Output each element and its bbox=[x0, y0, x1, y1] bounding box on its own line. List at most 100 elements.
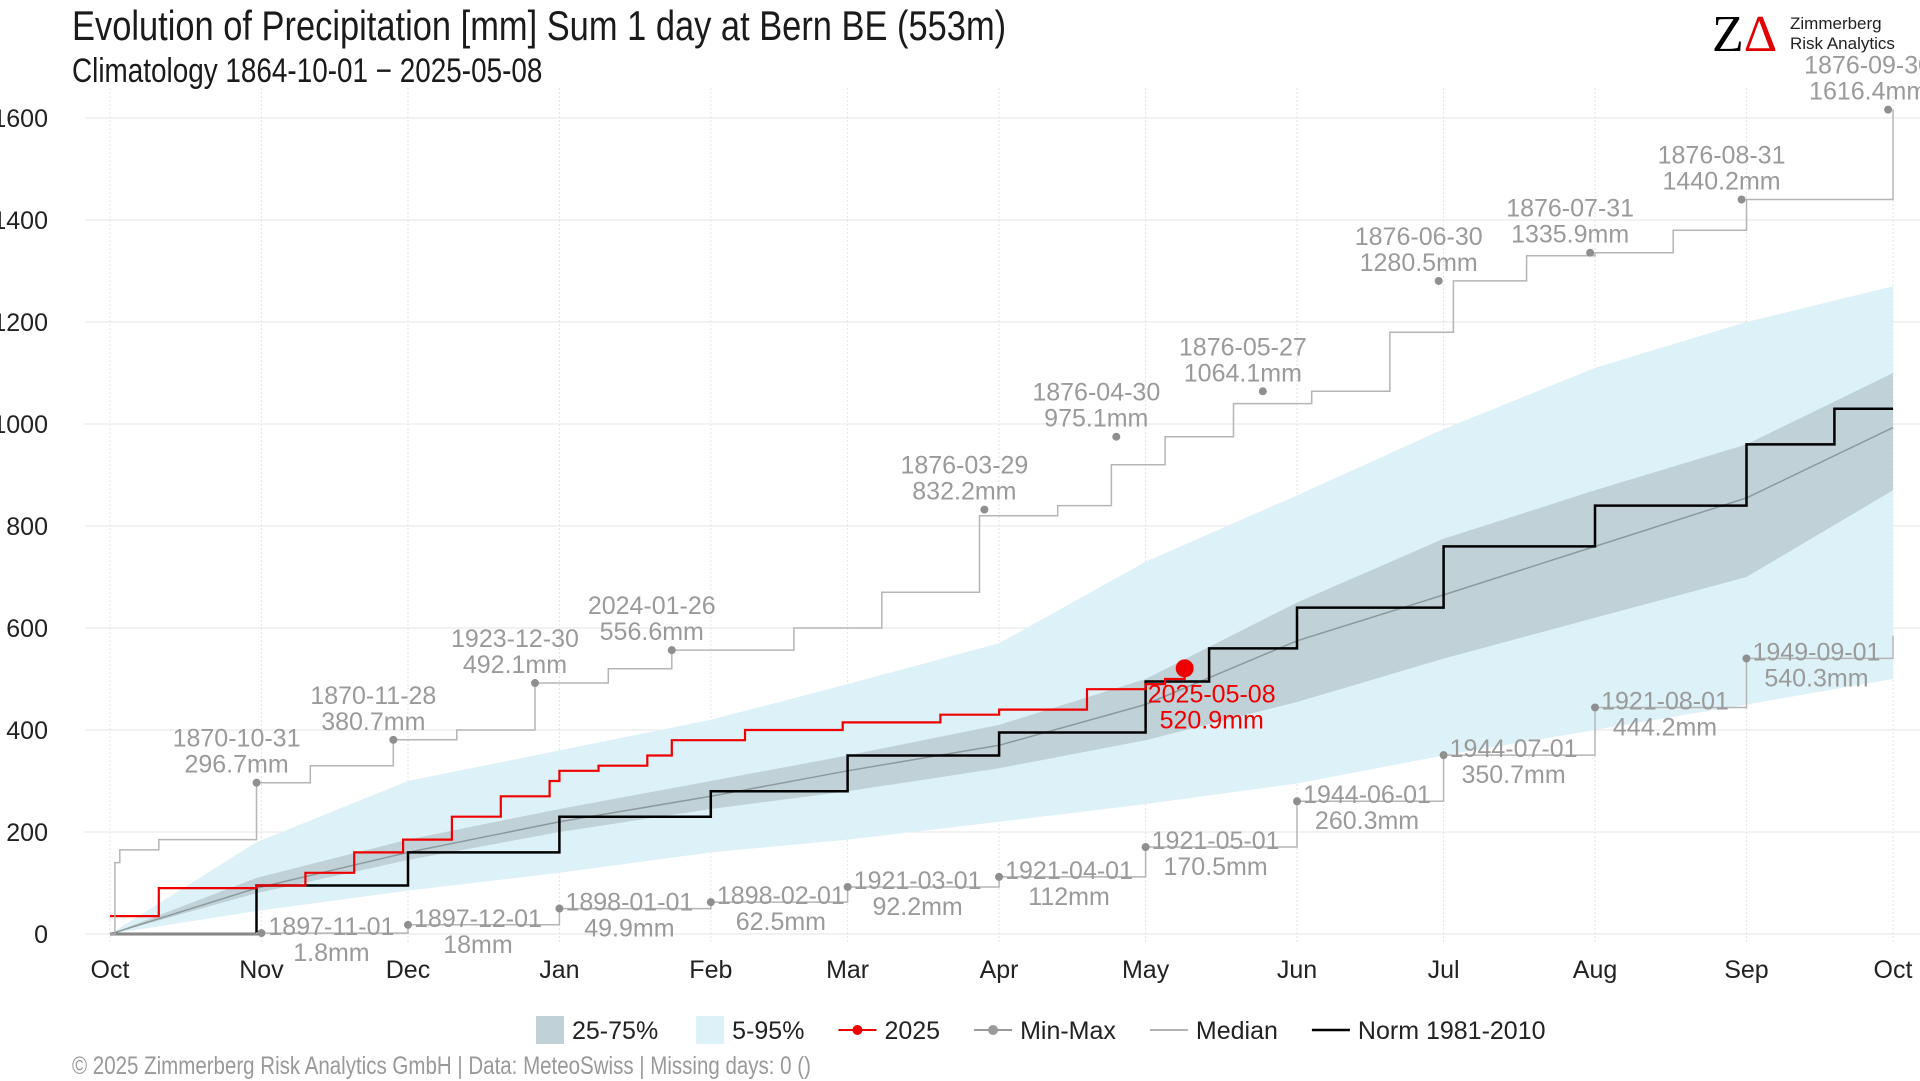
min-annotation-date: 1898-02-01 bbox=[717, 882, 845, 910]
min-point bbox=[403, 920, 412, 929]
legend-item-median: Median bbox=[1149, 1017, 1278, 1045]
max-annotation-value: 1616.4mm bbox=[1809, 78, 1920, 106]
legend-swatch bbox=[696, 1016, 725, 1044]
series-line-norm-1981-2010 bbox=[110, 407, 1893, 936]
min-annotation-value: 540.3mm bbox=[1764, 664, 1868, 692]
max-annotation-value: 1440.2mm bbox=[1663, 167, 1781, 195]
max-point bbox=[1884, 105, 1893, 114]
max-point bbox=[980, 505, 989, 514]
x-tick-label: Jan bbox=[539, 956, 579, 984]
max-annotation-date: 1876-07-31 bbox=[1506, 195, 1634, 223]
y-tick-label: 1400 bbox=[0, 207, 48, 235]
legend-item-norm-1981-2010: Norm 1981-2010 bbox=[1311, 1017, 1546, 1045]
min-annotation-value: 62.5mm bbox=[736, 908, 826, 936]
max-annotation-value: 556.6mm bbox=[600, 618, 704, 646]
chart-title: Evolution of Precipitation [mm] Sum 1 da… bbox=[72, 2, 1007, 49]
y-tick-label: 1000 bbox=[0, 411, 48, 439]
min-annotation-date: 1897-11-01 bbox=[268, 913, 394, 941]
min-annotation-date: 1898-01-01 bbox=[565, 889, 693, 917]
max-annotation-date: 1870-11-28 bbox=[310, 682, 436, 710]
min-annotation-date: 1949-09-01 bbox=[1753, 638, 1881, 666]
max-annotation-value: 975.1mm bbox=[1044, 405, 1148, 433]
legend-label: 25-75% bbox=[572, 1017, 658, 1045]
annotation-points bbox=[252, 105, 1893, 938]
min-annotation-date: 1944-06-01 bbox=[1303, 781, 1431, 809]
max-point bbox=[1586, 248, 1595, 257]
legend-swatch-dot bbox=[852, 1025, 863, 1035]
min-annotation-value: 444.2mm bbox=[1613, 713, 1717, 741]
min-annotation-date: 1921-03-01 bbox=[854, 867, 982, 895]
min-annotation-value: 1.8mm bbox=[293, 939, 369, 967]
x-tick-label: Dec bbox=[386, 956, 430, 984]
max-point bbox=[1112, 432, 1121, 441]
legend-swatch bbox=[536, 1016, 564, 1044]
max-point bbox=[1737, 195, 1746, 204]
max-annotation-value: 492.1mm bbox=[463, 651, 567, 679]
min-annotation-date: 1897-12-01 bbox=[414, 905, 542, 933]
min-point bbox=[1439, 751, 1448, 760]
legend-label: 2025 bbox=[884, 1017, 940, 1045]
legend: 25-75% 5-95% 2025 Min-Max Median Norm 1981-20… bbox=[536, 1016, 1546, 1045]
max-point bbox=[1434, 276, 1443, 285]
max-annotation-value: 832.2mm bbox=[912, 478, 1016, 506]
min-annotation-date: 1921-04-01 bbox=[1005, 857, 1133, 885]
company-logo: ZΔ Zimmerberg Risk Analytics bbox=[1712, 8, 1912, 62]
min-annotation-date: 1944-07-01 bbox=[1450, 735, 1578, 763]
band-5-95 bbox=[110, 286, 1893, 934]
series-line-max bbox=[110, 109, 1894, 935]
min-point bbox=[1293, 797, 1302, 806]
logo-line-1: Zimmerberg bbox=[1790, 14, 1882, 33]
legend-item-2025: 2025 bbox=[838, 1017, 940, 1045]
max-point bbox=[667, 646, 676, 655]
max-annotation-date: 1876-08-31 bbox=[1658, 141, 1786, 169]
band-25-75 bbox=[110, 373, 1893, 934]
min-annotation-value: 92.2mm bbox=[872, 893, 962, 921]
min-point bbox=[1742, 654, 1751, 663]
percentile-bands bbox=[110, 286, 1893, 934]
legend-item-5-95-: 5-95% bbox=[696, 1016, 804, 1045]
min-annotation-date: 1921-08-01 bbox=[1601, 687, 1729, 715]
x-tick-label: Sep bbox=[1724, 956, 1768, 984]
max-annotation-date: 1870-10-31 bbox=[173, 725, 301, 753]
legend-label: Min-Max bbox=[1020, 1017, 1116, 1045]
max-annotation-date: 1876-09-30 bbox=[1804, 52, 1920, 80]
min-annotation-value: 112mm bbox=[1028, 883, 1110, 911]
max-annotation-date: 2024-01-26 bbox=[588, 592, 716, 620]
min-annotation-date: 1921-05-01 bbox=[1152, 827, 1280, 855]
max-point bbox=[252, 778, 261, 787]
max-annotation-date: 1876-05-27 bbox=[1179, 333, 1307, 361]
legend-label: 5-95% bbox=[732, 1017, 804, 1045]
current-point-2025 bbox=[1175, 659, 1194, 678]
max-annotation-date: 1876-04-30 bbox=[1032, 379, 1160, 407]
min-annotation-value: 260.3mm bbox=[1315, 807, 1419, 835]
min-point bbox=[706, 898, 715, 907]
x-tick-label: Apr bbox=[980, 956, 1019, 984]
min-annotation-value: 170.5mm bbox=[1163, 853, 1267, 881]
x-tick-label: Feb bbox=[689, 956, 732, 984]
y-tick-label: 1200 bbox=[0, 309, 48, 337]
logo-text: Zimmerberg Risk Analytics bbox=[1790, 14, 1895, 54]
y-tick-label: 200 bbox=[6, 819, 48, 847]
max-annotation-value: 1280.5mm bbox=[1360, 249, 1478, 277]
x-tick-label: Jun bbox=[1277, 956, 1317, 984]
x-tick-label: Nov bbox=[239, 956, 284, 984]
y-tick-label: 0 bbox=[34, 921, 48, 949]
y-tick-label: 400 bbox=[6, 717, 48, 745]
logo-mark-icon: ZΔ bbox=[1712, 6, 1778, 63]
x-tick-label: Jul bbox=[1428, 956, 1460, 984]
y-tick-label: 800 bbox=[6, 513, 48, 541]
max-annotation-value: 380.7mm bbox=[321, 708, 425, 736]
x-tick-label: Aug bbox=[1573, 956, 1617, 984]
max-annotation-date: 1923-12-30 bbox=[451, 625, 579, 653]
series-line-2025 bbox=[110, 668, 1186, 918]
x-tick-label: Oct bbox=[91, 956, 130, 984]
current-annotation-date: 2025-05-08 bbox=[1148, 680, 1276, 708]
current-annotation-value: 520.9mm bbox=[1160, 706, 1264, 734]
min-annotation-value: 350.7mm bbox=[1461, 761, 1565, 789]
min-annotation-value: 18mm bbox=[443, 931, 512, 959]
min-point bbox=[257, 929, 266, 938]
footer-credits: © 2025 Zimmerberg Risk Analytics GmbH | … bbox=[72, 1052, 811, 1080]
max-annotation-date: 1876-06-30 bbox=[1355, 223, 1483, 251]
